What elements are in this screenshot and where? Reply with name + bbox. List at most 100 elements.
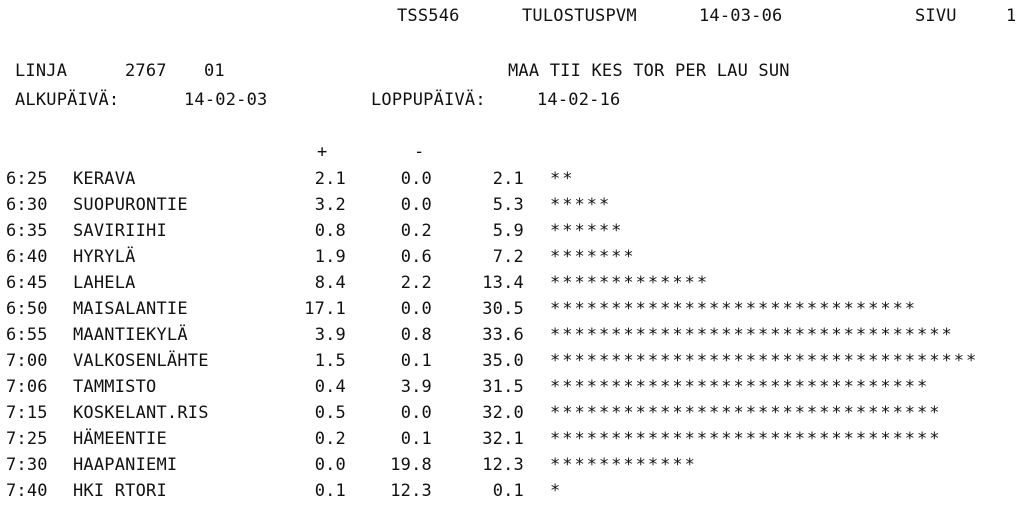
boarding-value: 1.9 (314, 247, 346, 267)
boarding-value: 0.2 (314, 429, 346, 449)
stop-name: HAAPANIEMI (73, 455, 178, 475)
boarding-value: 17.1 (304, 299, 346, 319)
load-value: 35.0 (482, 351, 524, 371)
stop-name: VALKOSENLÄHTE (73, 351, 209, 371)
stop-time: 6:40 (6, 247, 48, 267)
stop-row: 6:25 KERAVA 2.1 0.0 2.1 ** (0, 169, 1024, 195)
minus-column-header: - (414, 142, 425, 162)
load-bar: *********************************** (550, 351, 979, 371)
end-date-label: LOPPUPÄIVÄ: (371, 90, 486, 110)
stop-name: LAHELA (73, 273, 136, 293)
boarding-value: 0.0 (314, 455, 346, 475)
stop-name: MAANTIEKYLÄ (73, 325, 188, 345)
load-value: 32.1 (482, 429, 524, 449)
load-bar: ** (550, 169, 575, 189)
weekday-header: MAA TII KES TOR PER LAU SUN (508, 61, 790, 81)
stop-name: KERAVA (73, 169, 136, 189)
stop-time: 6:45 (6, 273, 48, 293)
load-value: 5.9 (492, 221, 524, 241)
stop-time: 7:06 (6, 377, 48, 397)
stop-row: 6:50 MAISALANTIE 17.1 0.0 30.5 *********… (0, 299, 1024, 325)
load-value: 12.3 (482, 455, 524, 475)
stop-name: TAMMISTO (73, 377, 157, 397)
load-bar: ******************************** (550, 403, 942, 423)
stop-row: 6:55 MAANTIEKYLÄ 3.9 0.8 33.6 **********… (0, 325, 1024, 351)
stop-name: MAISALANTIE (73, 299, 188, 319)
report-id: TSS546 (397, 6, 460, 26)
alighting-value: 0.6 (400, 247, 432, 267)
stop-name: HÄMEENTIE (73, 429, 167, 449)
stop-time: 6:25 (6, 169, 48, 189)
alighting-value: 3.9 (400, 377, 432, 397)
alighting-value: 0.2 (400, 221, 432, 241)
alighting-value: 0.0 (400, 403, 432, 423)
load-bar: ******************************** (550, 429, 942, 449)
boarding-value: 0.8 (314, 221, 346, 241)
stop-name: HYRYLÄ (73, 247, 136, 267)
stop-time: 7:15 (6, 403, 48, 423)
load-bar: ****************************** (550, 299, 918, 319)
stop-time: 7:25 (6, 429, 48, 449)
stop-row: 7:30 HAAPANIEMI 0.0 19.8 12.3 **********… (0, 455, 1024, 481)
line-number: 2767 (125, 61, 167, 81)
print-date-label: TULOSTUSPVM (522, 6, 637, 26)
load-bar: ****** (550, 221, 624, 241)
load-bar: ************ (550, 455, 697, 475)
alighting-value: 0.1 (400, 351, 432, 371)
load-value: 13.4 (482, 273, 524, 293)
alighting-value: 2.2 (400, 273, 432, 293)
alighting-value: 0.8 (400, 325, 432, 345)
start-date: 14-02-03 (184, 90, 268, 110)
boarding-value: 0.5 (314, 403, 346, 423)
line-variant: 01 (204, 61, 225, 81)
page-label: SIVU (915, 6, 957, 26)
alighting-value: 0.0 (400, 195, 432, 215)
page-number: 1 (1006, 6, 1017, 26)
load-value: 30.5 (482, 299, 524, 319)
boarding-value: 0.1 (314, 481, 346, 501)
stop-name: SUOPURONTIE (73, 195, 188, 215)
stop-time: 6:55 (6, 325, 48, 345)
alighting-value: 0.0 (400, 299, 432, 319)
print-date: 14-03-06 (699, 6, 783, 26)
stop-name: SAVIRIIHI (73, 221, 167, 241)
alighting-value: 19.8 (390, 455, 432, 475)
stop-row: 6:35 SAVIRIIHI 0.8 0.2 5.9 ****** (0, 221, 1024, 247)
load-value: 31.5 (482, 377, 524, 397)
boarding-value: 2.1 (314, 169, 346, 189)
alighting-value: 0.1 (400, 429, 432, 449)
load-bar: ********************************* (550, 325, 954, 345)
load-bar: ************* (550, 273, 710, 293)
stop-row: 7:25 HÄMEENTIE 0.2 0.1 32.1 ************… (0, 429, 1024, 455)
start-date-label: ALKUPÄIVÄ: (15, 90, 120, 110)
line-label: LINJA (15, 61, 68, 81)
stop-row: 7:00 VALKOSENLÄHTE 1.5 0.1 35.0 ********… (0, 351, 1024, 377)
stop-row: 6:45 LAHELA 8.4 2.2 13.4 ************* (0, 273, 1024, 299)
load-value: 5.3 (492, 195, 524, 215)
load-bar: * (550, 481, 563, 501)
load-value: 7.2 (492, 247, 524, 267)
stop-name: KOSKELANT.RIS (73, 403, 209, 423)
stop-time: 7:30 (6, 455, 48, 475)
stop-name: HKI RTORI (73, 481, 167, 501)
boarding-value: 3.9 (314, 325, 346, 345)
end-date: 14-02-16 (537, 90, 621, 110)
boarding-value: 1.5 (314, 351, 346, 371)
stop-row: 6:30 SUOPURONTIE 3.2 0.0 5.3 ***** (0, 195, 1024, 221)
stop-row: 7:15 KOSKELANT.RIS 0.5 0.0 32.0 ********… (0, 403, 1024, 429)
plus-column-header: + (317, 142, 328, 162)
load-value: 33.6 (482, 325, 524, 345)
alighting-value: 0.0 (400, 169, 432, 189)
load-bar: ***** (550, 195, 612, 215)
stop-time: 6:50 (6, 299, 48, 319)
stop-row: 6:40 HYRYLÄ 1.9 0.6 7.2 ******* (0, 247, 1024, 273)
stop-time: 7:40 (6, 481, 48, 501)
stop-row: 7:40 HKI RTORI 0.1 12.3 0.1 * (0, 481, 1024, 507)
load-value: 0.1 (492, 481, 524, 501)
load-bar: ******************************* (550, 377, 930, 397)
stop-row: 7:06 TAMMISTO 0.4 3.9 31.5 *************… (0, 377, 1024, 403)
alighting-value: 12.3 (390, 481, 432, 501)
load-value: 2.1 (492, 169, 524, 189)
boarding-value: 0.4 (314, 377, 346, 397)
